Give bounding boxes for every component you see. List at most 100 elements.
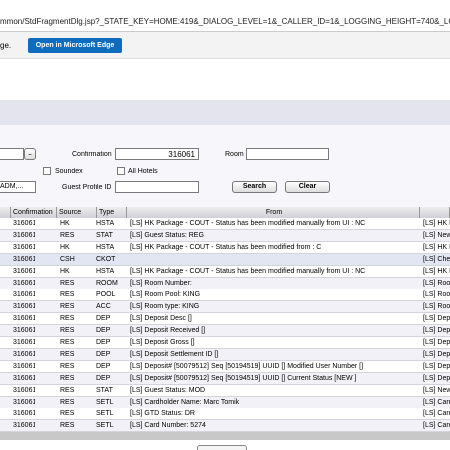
table-cell: HSTA	[96, 267, 115, 275]
table-cell: [LS] Depo	[423, 350, 450, 358]
table-cell: STAT	[96, 231, 113, 239]
all-hotels-checkbox[interactable]	[117, 167, 125, 175]
table-cell: [LS] New	[423, 231, 450, 239]
table-row: 316061 RES DEP [LS] Deposit Gross [] [LS] De…	[0, 337, 450, 349]
table-cell: RES	[60, 374, 75, 382]
table-cell: RES	[60, 279, 75, 287]
select-value: ADM,...	[0, 183, 24, 190]
table-cell: HSTA	[96, 220, 115, 227]
header-cell: Confirmation	[11, 207, 57, 218]
all-hotels-label: All Hotels	[128, 168, 158, 175]
table-cell: RES	[60, 398, 75, 406]
table-cell: [LS] HK P	[423, 243, 450, 251]
bottom-button[interactable]	[197, 445, 247, 450]
table-cell: 316061	[13, 386, 35, 394]
table-cell: [LS] Depo	[423, 315, 450, 323]
table-row: 316061 HK HSTA [LS] HK Package - COUT - Sta…	[0, 218, 450, 230]
table-cell: ROOM	[96, 279, 118, 287]
table-row: 316061 RES SETL [LS] Card Number: 5274 [LS] …	[0, 420, 450, 433]
table-cell: RES	[60, 410, 75, 418]
table-cell: [LS] Card	[423, 410, 450, 418]
table-cell: HK	[60, 243, 70, 251]
header-cell: Source	[57, 207, 97, 218]
table-cell: [LS] Depo	[423, 327, 450, 335]
table-cell: 316061	[13, 255, 35, 263]
table-cell: 316061	[13, 374, 35, 382]
table-row: 316061 RES ACC [LS] Room type: KING [LS] Roo…	[0, 301, 450, 314]
table-cell: SETL	[96, 398, 114, 406]
table-cell: [LS] Deposit Settlement ID []	[130, 350, 219, 358]
table-row: 316061 RES SETL [LS] GTD Status: DR [LS] Car…	[0, 408, 450, 421]
table-cell: RES	[60, 422, 75, 430]
table-cell: RES	[60, 362, 75, 370]
table-cell: [LS] Deposit Desc []	[130, 315, 192, 323]
room-input[interactable]	[246, 148, 329, 160]
profile-input[interactable]	[115, 181, 199, 193]
scrollbar	[0, 430, 450, 440]
table-row: 316061 HK HSTA [LS] HK Package - COUT - Sta…	[0, 241, 450, 254]
date-input[interactable]	[0, 148, 24, 160]
table-cell: [LS] Deposit Received []	[130, 327, 206, 335]
table-cell: 316061	[13, 303, 35, 311]
table-cell: HK	[60, 267, 70, 275]
table-row: 316061 RES DEP [LS] Deposit# [50079512] Seq…	[0, 360, 450, 373]
table-row: 316061 HK HSTA [LS] HK Package - COUT - Sta…	[0, 265, 450, 278]
select[interactable]: ADM,...	[0, 181, 36, 193]
confirmation-input[interactable]: 316061	[115, 148, 199, 160]
header-cell	[0, 207, 11, 218]
table-cell: 316061	[13, 350, 35, 358]
table-row: 316061 RES DEP [LS] Deposit Desc [] [LS] Dep…	[0, 313, 450, 326]
table-cell: [LS] Room	[423, 291, 450, 299]
search-button[interactable]: Search	[232, 181, 277, 193]
table-cell: SETL	[96, 410, 114, 418]
header-cell: Type	[97, 207, 127, 218]
table-cell: 316061	[13, 220, 35, 227]
table-cell: RES	[60, 315, 75, 323]
table-cell: RES	[60, 339, 75, 346]
table-cell: 316061	[13, 291, 35, 299]
confirmation-value: 316061	[168, 150, 195, 159]
table-cell: [LS] Deposit Gross []	[130, 339, 195, 346]
date-picker[interactable]: ..	[24, 148, 36, 160]
table-cell: 316061	[13, 398, 35, 406]
band	[0, 100, 450, 125]
table-cell: DEP	[96, 339, 111, 346]
soundex-label: Soundex	[55, 168, 83, 175]
table-cell: [LS] Deposit# [50079512] Seq [50194519] …	[130, 362, 364, 370]
edge-button[interactable]: Open in Microsoft Edge	[28, 38, 122, 53]
table-cell: 316061	[13, 339, 35, 346]
table-cell: [LS] HK F	[423, 220, 450, 227]
table-cell: RES	[60, 231, 75, 239]
table-cell: CSH	[60, 255, 75, 263]
header-cell	[420, 207, 450, 218]
table-cell: DEP	[96, 374, 111, 382]
table-row: 316061 RES STAT [LS] Guest Status: REG [LS] …	[0, 229, 450, 242]
table-cell: 316061	[13, 231, 35, 239]
table-cell: DEP	[96, 362, 111, 370]
table-cell: [LS] Card	[423, 398, 450, 406]
address-bar	[0, 0, 450, 32]
table-cell: DEP	[96, 327, 111, 335]
table-cell: [LS] Deposit# [50079512] Seq [50194519] …	[130, 374, 357, 382]
table-row: 316061 RES ROOM [LS] Room Number: [LS] Room	[0, 277, 450, 290]
clear-button[interactable]: Clear	[285, 181, 330, 193]
table-row: 316061 RES SETL [LS] Cardholder Name: Marc …	[0, 396, 450, 409]
room-label: Room	[225, 151, 244, 158]
table-row: 316061 RES POOL [LS] Room Pool: KING [LS] Ro…	[0, 289, 450, 302]
table-cell: [LS] HK Package - COUT - Status has been…	[130, 243, 322, 251]
soundex-checkbox[interactable]	[43, 167, 51, 175]
table-cell: [LS] New	[423, 386, 450, 394]
table-cell: [LS] HK P	[423, 267, 450, 275]
table-cell: [LS] Room Pool: KING	[130, 291, 201, 299]
table-cell: [LS] HK Package - COUT - Status has been…	[130, 267, 366, 275]
profile-label: Guest Profile ID	[62, 184, 112, 191]
table-cell: POOL	[96, 291, 116, 299]
table-cell: [LS] Room Number:	[130, 279, 192, 287]
table-cell: CKOT	[96, 255, 116, 263]
table-cell: DEP	[96, 315, 111, 323]
address-text: mmon/StdFragmentDlg.jsp?_STATE_KEY=HOME:…	[0, 17, 450, 26]
table-cell: RES	[60, 386, 75, 394]
table-cell: RES	[60, 303, 75, 311]
table-row: 316061 CSH CKOT [LS] Che	[0, 253, 450, 266]
